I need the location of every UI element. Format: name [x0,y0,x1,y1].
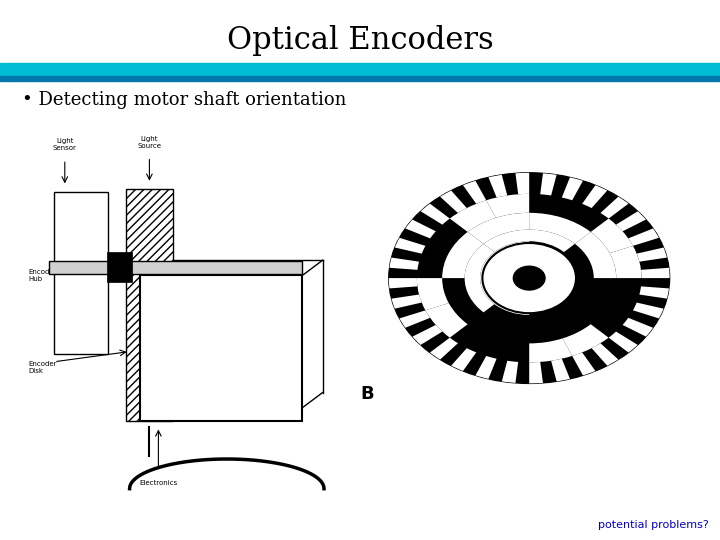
Wedge shape [529,339,572,362]
Wedge shape [551,359,570,381]
Wedge shape [562,324,608,356]
Wedge shape [610,246,642,278]
Text: B: B [361,385,374,403]
Text: Encoder
Hub: Encoder Hub [29,269,58,282]
Wedge shape [395,238,426,254]
Wedge shape [600,197,629,219]
Text: Light
Source: Light Source [138,136,161,148]
Wedge shape [582,185,607,208]
Bar [140,275,302,421]
Wedge shape [475,356,497,379]
Text: Motor Shaft: Motor Shaft [229,263,274,272]
Text: • Detecting motor shaft orientation: • Detecting motor shaft orientation [22,91,346,109]
Bar [0,63,720,75]
Wedge shape [463,181,486,204]
Wedge shape [562,177,583,200]
Text: potential problems?: potential problems? [598,520,709,530]
Wedge shape [636,247,667,262]
Wedge shape [488,175,508,198]
Bar [107,253,132,282]
Wedge shape [572,353,595,375]
Wedge shape [639,286,669,299]
Wedge shape [502,361,518,383]
Bar [0,76,720,81]
Wedge shape [389,278,418,288]
Wedge shape [464,244,495,312]
Wedge shape [540,173,557,195]
Wedge shape [641,268,670,278]
Wedge shape [633,302,664,319]
Wedge shape [442,232,484,278]
Wedge shape [480,241,529,315]
Wedge shape [575,232,616,278]
Wedge shape [451,348,476,371]
Wedge shape [390,258,419,270]
Wedge shape [590,219,633,253]
Wedge shape [420,204,450,225]
Wedge shape [629,228,659,246]
Wedge shape [426,303,468,338]
Wedge shape [592,343,618,366]
Text: MOTOR: MOTOR [201,343,242,353]
Wedge shape [608,332,638,353]
Wedge shape [392,294,422,309]
Text: Light
Sensor: Light Sensor [53,138,77,151]
Bar [126,189,173,421]
Wedge shape [623,318,653,336]
Wedge shape [413,325,442,345]
Text: Optical Encoders: Optical Encoders [227,25,493,56]
Circle shape [389,173,670,383]
Text: Electronics: Electronics [139,480,178,487]
Wedge shape [484,230,575,252]
Wedge shape [450,200,496,232]
Circle shape [513,266,545,290]
Wedge shape [486,194,529,218]
Text: Encoder
Disk: Encoder Disk [29,361,58,374]
Wedge shape [529,213,590,244]
Wedge shape [417,278,449,310]
Wedge shape [400,310,430,328]
Wedge shape [616,211,646,231]
Bar [54,192,108,354]
Wedge shape [468,213,529,244]
Circle shape [482,243,576,313]
Wedge shape [516,173,529,194]
Wedge shape [529,362,543,383]
Wedge shape [430,338,458,360]
Wedge shape [440,191,467,213]
Bar [49,261,302,274]
Wedge shape [405,220,436,238]
